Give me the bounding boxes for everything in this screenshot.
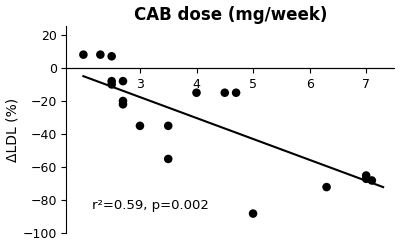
Point [97,53,104,57]
Point [193,91,200,95]
Point [363,174,369,178]
Point [323,185,330,189]
Title: CAB dose (mg/week): CAB dose (mg/week) [134,5,327,23]
Point [233,91,239,95]
Point [222,91,228,95]
Text: r²=0.59, p=0.002: r²=0.59, p=0.002 [92,199,209,212]
Point [120,79,126,83]
Point [165,124,172,128]
Point [108,79,115,83]
Y-axis label: ΔLDL (%): ΔLDL (%) [6,98,20,162]
Point [363,177,369,181]
Point [108,54,115,58]
Point [120,102,126,106]
Point [80,53,86,57]
Point [137,124,143,128]
Point [108,82,115,86]
Point [369,179,375,183]
Point [165,157,172,161]
Point [250,212,256,216]
Point [120,99,126,103]
